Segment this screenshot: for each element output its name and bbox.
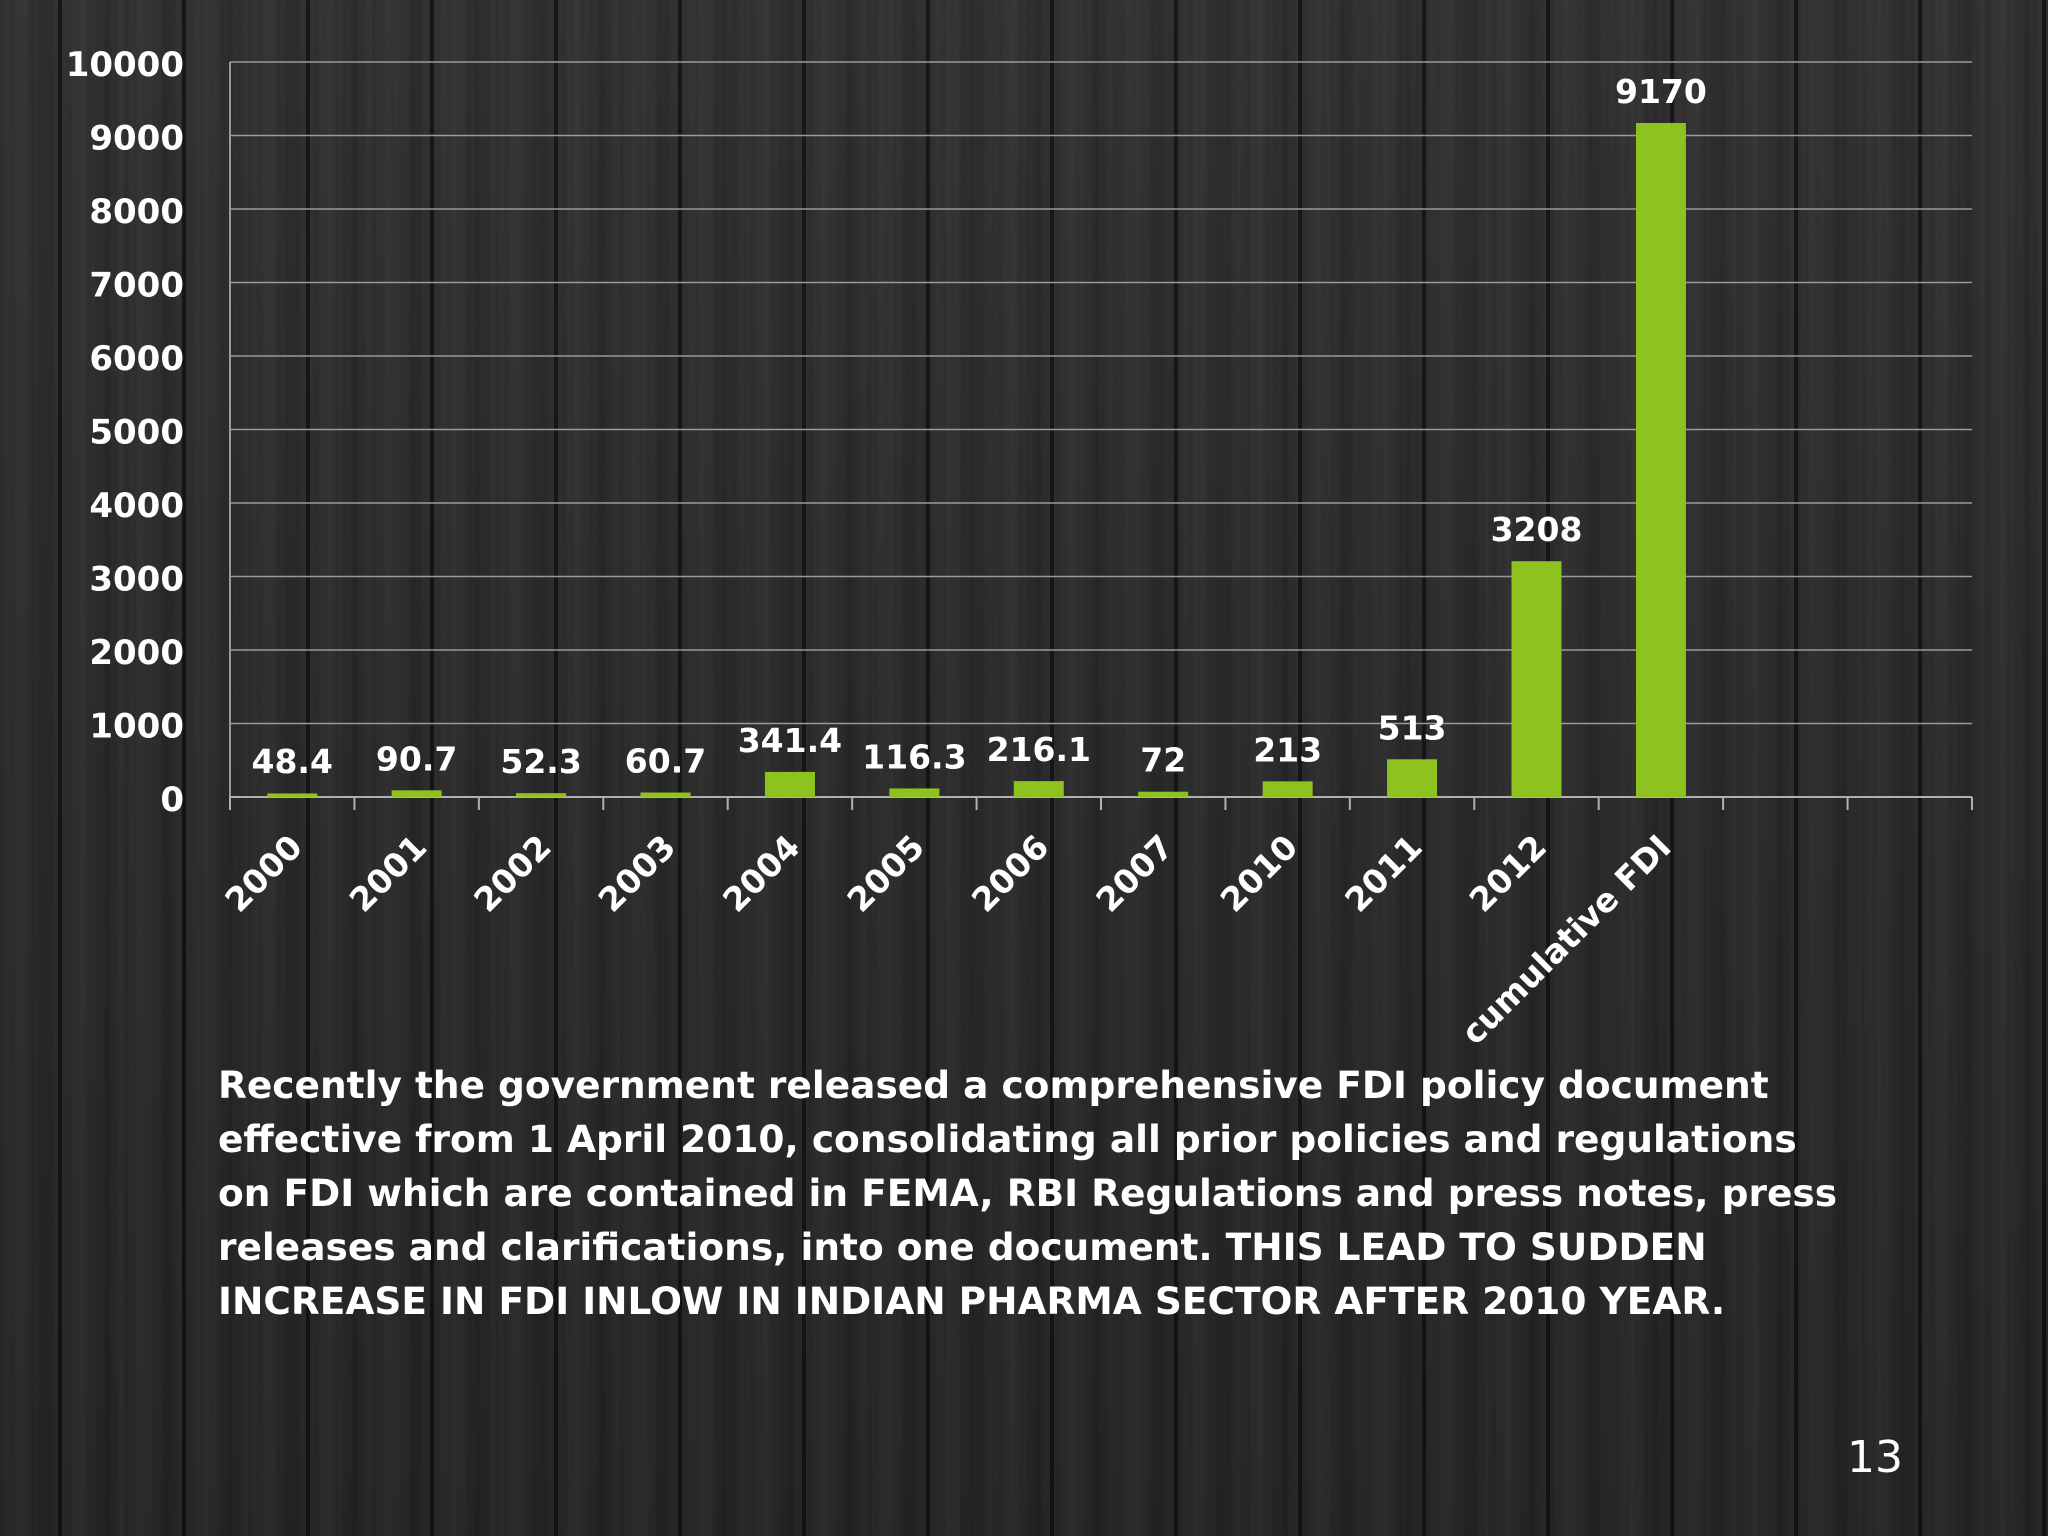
- x-tick-label: 2002: [466, 827, 559, 920]
- data-label: 116.3: [862, 737, 966, 776]
- data-label: 48.4: [252, 742, 333, 781]
- x-tick-label: 2007: [1088, 827, 1181, 920]
- bar: [640, 792, 691, 797]
- y-tick-label: 10000: [66, 45, 184, 85]
- slide-caption: Recently the government released a compr…: [218, 1063, 1838, 1323]
- x-axis-tick-labels: 2000 2001 2002 2003 2004 2005 2006 2007 2010 2011…: [217, 827, 1678, 1052]
- y-tick-label: 3000: [89, 560, 184, 600]
- data-label: 90.7: [376, 739, 457, 778]
- x-tick-label: cumulative FDI: [1454, 827, 1679, 1052]
- data-label: 513: [1378, 708, 1447, 747]
- x-tick-label: 2010: [1213, 827, 1306, 920]
- x-tick-label: 2003: [591, 827, 684, 920]
- y-tick-label: 1000: [89, 707, 184, 747]
- bar: [391, 790, 442, 797]
- y-tick-label: 2000: [89, 633, 184, 673]
- x-tick-label: 2000: [217, 827, 310, 920]
- bar: [267, 793, 318, 797]
- y-tick-label: 5000: [89, 413, 184, 453]
- y-tick-label: 0: [160, 780, 184, 820]
- data-label: 341.4: [738, 721, 842, 760]
- bar: [516, 793, 567, 797]
- bars: [267, 123, 1686, 797]
- data-label: 213: [1253, 730, 1322, 769]
- bar: [1013, 781, 1064, 797]
- x-tick-label: 2001: [342, 827, 435, 920]
- gridlines: [230, 61, 1972, 725]
- bar: [1511, 561, 1562, 797]
- bar: [1138, 791, 1189, 797]
- y-tick-label: 6000: [89, 339, 184, 379]
- data-label: 60.7: [625, 742, 706, 781]
- bar: [889, 788, 940, 797]
- bar: [1387, 759, 1438, 797]
- bar: [1262, 781, 1313, 797]
- data-labels: 48.4 90.7 52.3 60.7 341.4 116.3 216.1 72 213 513 3…: [252, 72, 1707, 781]
- y-tick-label: 8000: [89, 192, 184, 232]
- y-tick-label: 4000: [89, 486, 184, 526]
- y-axis-tick-labels: 0 1000 2000 3000 4000 5000 6000 7000 8000 9000 100…: [66, 45, 184, 820]
- data-label: 216.1: [987, 730, 1091, 769]
- data-label: 3208: [1491, 510, 1583, 549]
- data-label: 9170: [1615, 72, 1707, 111]
- axes: [229, 62, 1973, 810]
- x-tick-label: 2005: [839, 827, 932, 920]
- bar: [764, 771, 815, 797]
- x-tick-label: 2004: [715, 827, 808, 920]
- x-tick-label: 2011: [1337, 827, 1430, 920]
- slide-number: 13: [1847, 1432, 1903, 1483]
- y-tick-label: 7000: [89, 266, 184, 306]
- y-tick-label: 9000: [89, 119, 184, 159]
- bar: [1635, 123, 1686, 797]
- data-label: 72: [1140, 741, 1186, 780]
- x-tick-label: 2006: [964, 827, 1057, 920]
- data-label: 52.3: [500, 742, 581, 781]
- x-tick-label: 2012: [1462, 827, 1555, 920]
- fdi-bar-chart: 48.4 90.7 52.3 60.7 341.4 116.3 216.1 72 213 513 3…: [66, 45, 1973, 1052]
